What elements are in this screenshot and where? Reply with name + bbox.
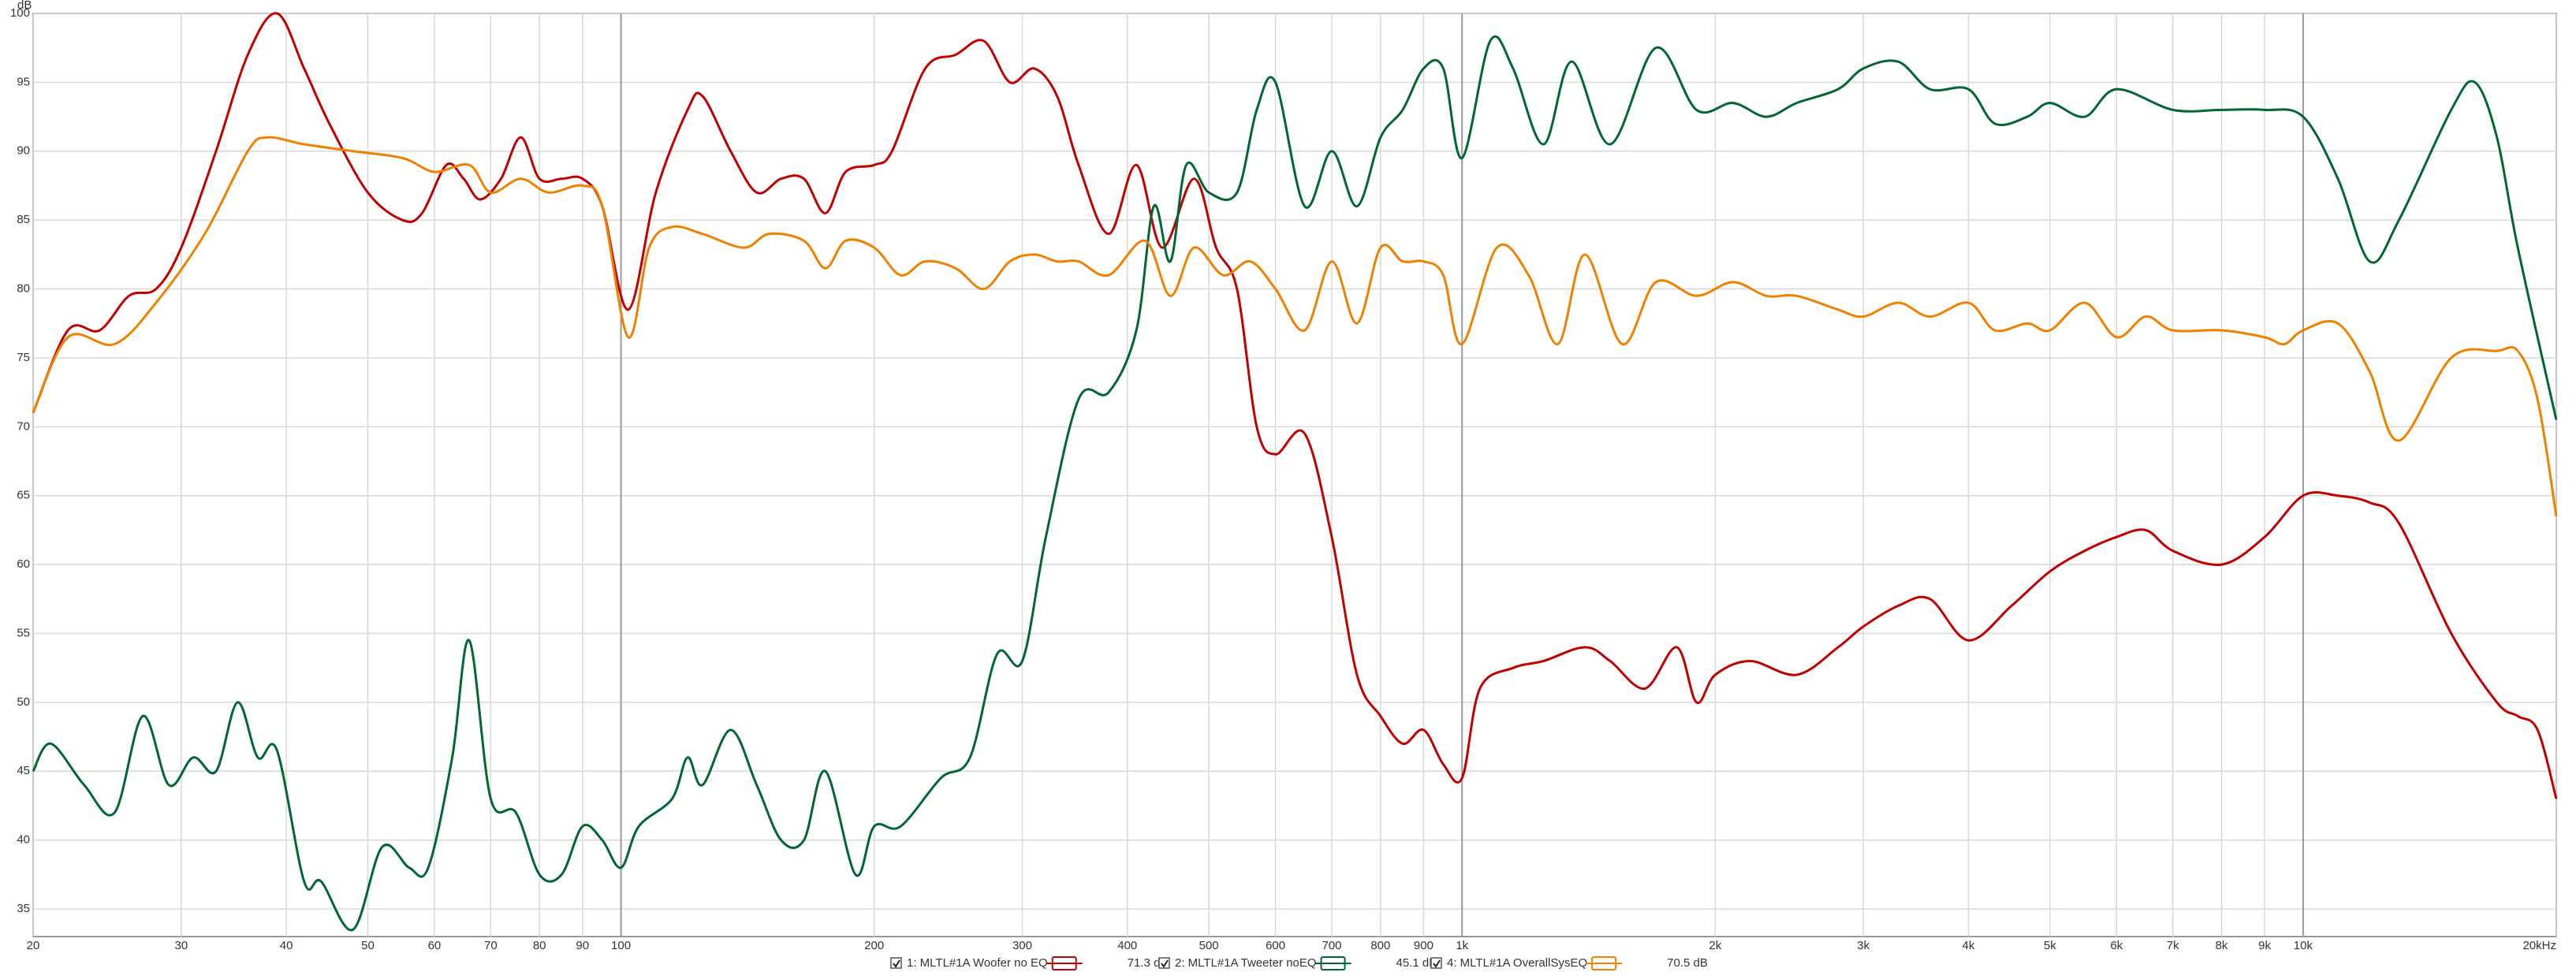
y-tick-label: 60	[17, 557, 30, 571]
x-tick-label: 20	[27, 939, 40, 952]
x-tick-label: 30	[174, 939, 188, 952]
legend-level: 70.5 dB	[1667, 956, 1708, 970]
legend-label: 1: MLTL#1A Woofer no EQ	[907, 956, 1048, 970]
y-tick-label: 80	[17, 282, 30, 296]
x-tick-label: 700	[1322, 939, 1341, 952]
x-tick-label: 200	[864, 939, 884, 952]
series-line	[32, 35, 2558, 932]
series-line	[32, 136, 2558, 517]
y-tick-label: 50	[17, 695, 30, 709]
y-tick-label: 100	[10, 6, 30, 20]
x-tick-label: 50	[361, 939, 375, 952]
y-tick-label: 55	[17, 626, 30, 639]
y-tick-label: 90	[17, 144, 30, 158]
x-tick-label: 2k	[1709, 939, 1721, 952]
x-tick-label: 100	[611, 939, 631, 952]
x-tick-label: 600	[1266, 939, 1285, 952]
legend-label: 4: MLTL#1A OverallSysEQ	[1447, 956, 1587, 970]
y-tick-label: 45	[17, 764, 30, 777]
x-tick-label: 800	[1370, 939, 1390, 952]
legend-label: 2: MLTL#1A Tweeter noEQ	[1175, 956, 1317, 970]
x-tick-label: 7k	[2167, 939, 2179, 952]
x-tick-label: 70	[484, 939, 498, 952]
x-tick-label: 5k	[2044, 939, 2056, 952]
x-tick-label: 10k	[2294, 939, 2313, 952]
x-tick-label: 6k	[2110, 939, 2123, 952]
x-tick-label: 60	[428, 939, 442, 952]
y-tick-label: 75	[17, 351, 30, 364]
legend-check	[1161, 959, 1169, 968]
legend-check	[1433, 959, 1441, 968]
y-tick-label: 65	[17, 489, 30, 502]
x-tick-label: 40	[280, 939, 293, 952]
legend-level: 71.3 dB	[1128, 956, 1169, 970]
y-tick-label: 95	[17, 75, 30, 88]
y-unit: dB	[17, 0, 32, 12]
x-tick-label: 80	[533, 939, 546, 952]
x-tick-label: 1k	[1456, 939, 1468, 952]
x-tick-label: 20kHz	[2522, 939, 2556, 952]
y-tick-label: 70	[17, 419, 30, 433]
x-tick-label: 500	[1199, 939, 1219, 952]
x-tick-label: 4k	[1963, 939, 1975, 952]
legend-check	[893, 959, 900, 968]
y-tick-label: 35	[17, 902, 30, 915]
x-tick-label: 9k	[2258, 939, 2271, 952]
y-tick-label: 85	[17, 213, 30, 226]
plot-area	[32, 13, 2557, 937]
x-tick-label: 3k	[1857, 939, 1870, 952]
x-tick-label: 300	[1012, 939, 1032, 952]
x-tick-label: 400	[1117, 939, 1137, 952]
x-tick-label: 8k	[2216, 939, 2228, 952]
legend-level: 45.1 dB	[1396, 956, 1437, 970]
x-tick-label: 90	[576, 939, 589, 952]
x-tick-label: 900	[1414, 939, 1433, 952]
y-tick-label: 40	[17, 833, 30, 847]
series-line	[32, 12, 2558, 799]
